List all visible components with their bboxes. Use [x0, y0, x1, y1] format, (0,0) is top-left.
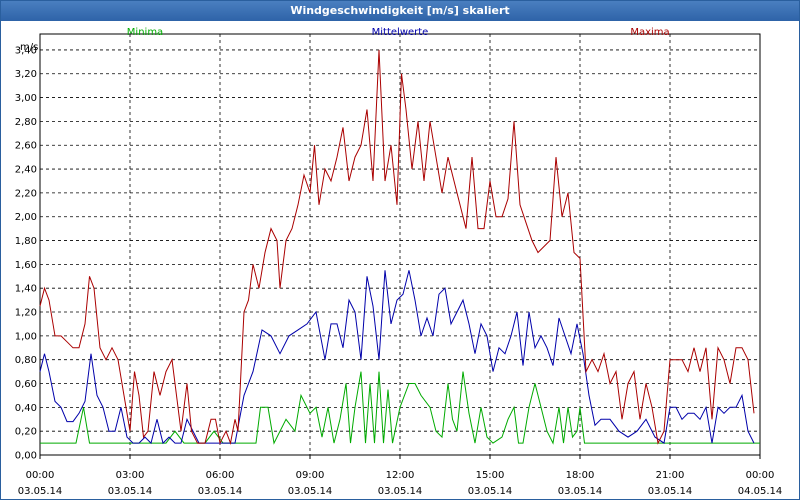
- y-tick-label: 1,80: [15, 236, 37, 247]
- legend-minima: Minima: [127, 27, 163, 38]
- x-tick-time: 09:00: [296, 470, 325, 481]
- series-line-maxima: [39, 49, 755, 445]
- series-line-minima: [40, 371, 760, 445]
- y-tick-label: 3,20: [15, 69, 37, 80]
- x-tick-date: 03.05.14: [558, 486, 603, 497]
- x-tick-date: 04.05.14: [738, 486, 783, 497]
- x-tick-time: 15:00: [476, 470, 505, 481]
- x-tick-time: 18:00: [566, 470, 595, 481]
- axis-layer: 0,00 0,20 0,40 0,60 0,80 1,00 1,20 1,40 1,60 1,80…: [15, 42, 783, 497]
- y-tick-label: 3,40: [15, 45, 37, 56]
- y-tick-label: 2,00: [15, 212, 37, 223]
- y-axis-label: m/s: [20, 42, 38, 53]
- window-title: Windgeschwindigkeit [m/s] skaliert: [1, 1, 799, 21]
- y-tick-label: 0,80: [15, 355, 37, 366]
- x-tick-date: 03.05.14: [288, 486, 333, 497]
- x-tick-date: 03.05.14: [378, 486, 423, 497]
- legend-mittelwerte: Mittelwerte: [372, 27, 429, 38]
- y-tick-label: 2,40: [15, 165, 37, 176]
- x-tick-date: 03.05.14: [18, 486, 63, 497]
- y-tick-label: 0,60: [15, 379, 37, 390]
- x-tick-time: 12:00: [386, 470, 415, 481]
- x-tick-date: 03.05.14: [648, 486, 693, 497]
- y-tick-label: 1,00: [15, 331, 37, 342]
- x-tick-time: 06:00: [206, 470, 235, 481]
- y-tick-label: 1,60: [15, 260, 37, 271]
- y-tick-label: 1,40: [15, 284, 37, 295]
- x-tick-date: 03.05.14: [468, 486, 513, 497]
- y-tick-label: 1,20: [15, 308, 37, 319]
- y-tick-label: 3,00: [15, 93, 37, 104]
- y-tick-label: 2,60: [15, 141, 37, 152]
- x-tick-date: 03.05.14: [198, 486, 243, 497]
- legend-layer: Minima Mittelwerte Maxima: [127, 27, 670, 38]
- y-tick-label: 0,00: [15, 451, 37, 462]
- x-tick-time: 00:00: [746, 470, 775, 481]
- x-tick-time: 21:00: [656, 470, 685, 481]
- legend-maxima: Maxima: [630, 27, 669, 38]
- y-tick-label: 0,40: [15, 403, 37, 414]
- y-tick-label: 2,80: [15, 117, 37, 128]
- y-tick-label: 0,20: [15, 427, 37, 438]
- y-tick-label: 2,20: [15, 188, 37, 199]
- series-layer: [39, 49, 760, 445]
- x-tick-date: 03.05.14: [108, 486, 153, 497]
- x-tick-time: 03:00: [116, 470, 145, 481]
- x-tick-time: 00:00: [26, 470, 55, 481]
- grid-layer: [39, 33, 761, 456]
- series-line-mittelwerte: [39, 270, 755, 445]
